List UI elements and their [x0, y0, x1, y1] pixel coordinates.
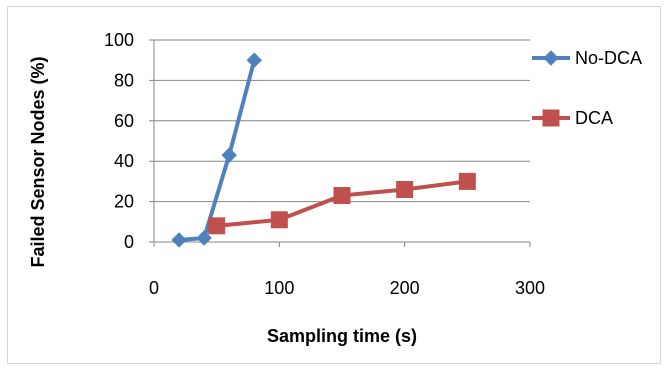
y-tick-label: 60 — [114, 111, 134, 131]
x-tick-label: 200 — [390, 278, 420, 298]
data-point-no-dca — [171, 232, 187, 248]
x-axis-title: Sampling time (s) — [267, 326, 417, 346]
y-axis-title: Failed Sensor Nodes (%) — [28, 56, 48, 267]
series-no-dca — [171, 52, 262, 248]
x-tick-label: 0 — [149, 278, 159, 298]
y-tick-label: 100 — [104, 30, 134, 50]
y-tick-label: 0 — [124, 232, 134, 252]
x-tick-label: 300 — [515, 278, 545, 298]
legend: No-DCA DCA — [532, 48, 642, 128]
y-tick-label: 40 — [114, 151, 134, 171]
data-point-dca — [270, 211, 288, 229]
data-point-no-dca — [196, 230, 212, 246]
data-point-dca — [333, 187, 351, 205]
chart-frame — [7, 6, 661, 364]
legend-label: No-DCA — [575, 48, 642, 68]
legend-item-dca: DCA — [532, 108, 613, 128]
data-point-dca — [208, 217, 226, 235]
y-tick-label: 20 — [114, 192, 134, 212]
x-tick-label: 100 — [264, 278, 294, 298]
series-layer — [171, 52, 476, 248]
series-dca — [208, 172, 476, 235]
series-line-no-dca — [178, 59, 257, 242]
y-tick-label: 80 — [114, 70, 134, 90]
axes — [153, 40, 530, 243]
legend-marker — [543, 50, 559, 66]
data-point-dca — [458, 172, 476, 190]
legend-item-no-dca: No-DCA — [532, 48, 642, 68]
legend-marker — [542, 109, 560, 127]
data-point-no-dca — [246, 52, 262, 68]
data-point-dca — [396, 180, 414, 198]
legend-label: DCA — [575, 108, 613, 128]
y-tick-labels: 0 20 40 60 80 100 — [104, 30, 134, 252]
gridlines — [149, 39, 531, 247]
x-tick-labels: 0 100 200 300 — [149, 278, 545, 298]
data-point-no-dca — [221, 147, 237, 163]
